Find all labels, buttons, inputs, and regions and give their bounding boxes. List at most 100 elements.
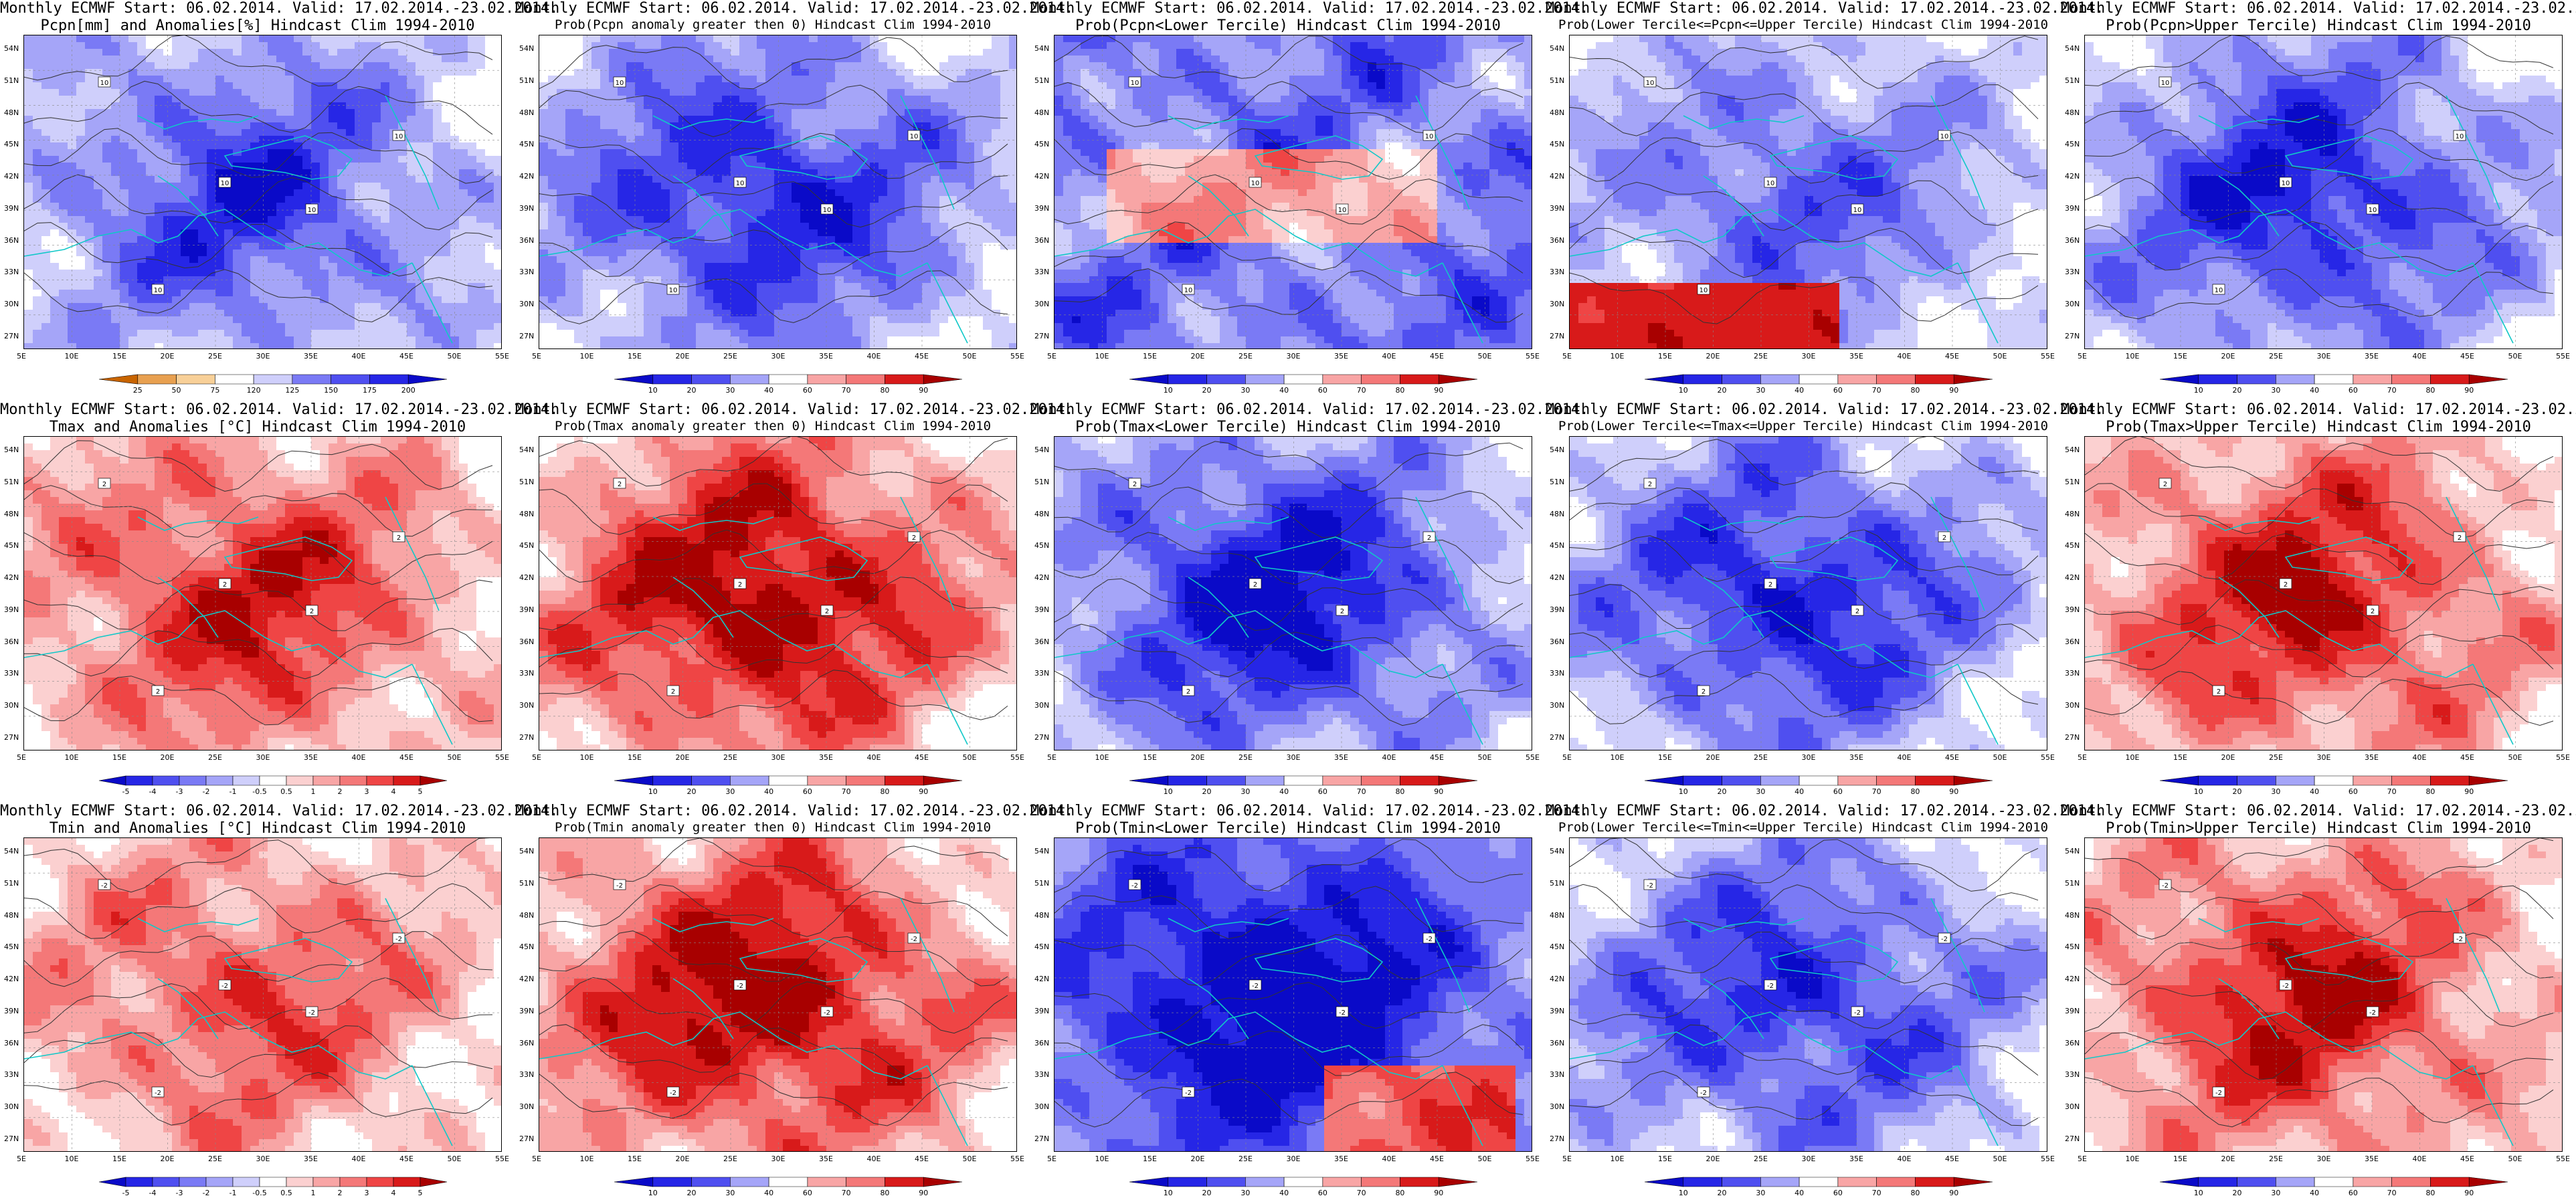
- contour-label: -2: [733, 979, 747, 991]
- svg-text:10: 10: [154, 287, 163, 294]
- contour-label: -2: [2453, 932, 2466, 944]
- lon-tick-label: 20E: [676, 1155, 690, 1163]
- lon-tick-label: 40E: [352, 1155, 366, 1163]
- map-panel-r1c5: Monthly ECMWF Start: 06.02.2014. Valid: …: [2061, 0, 2576, 401]
- contour-label: -2: [1851, 1006, 1864, 1017]
- lon-tick-label: 45E: [1430, 753, 1444, 762]
- colorbar-tick-label: 30: [2271, 787, 2280, 796]
- panel-title-line1: Monthly ECMWF Start: 06.02.2014. Valid: …: [1546, 803, 2104, 819]
- lon-tick-label: 20E: [1706, 753, 1720, 762]
- lat-tick-label: 54N: [4, 445, 19, 454]
- lat-tick-label: 33N: [1034, 1070, 1049, 1079]
- lat-tick-label: 54N: [2065, 44, 2080, 53]
- map-panel-r1c2: Monthly ECMWF Start: 06.02.2014. Valid: …: [515, 0, 1073, 401]
- colorbar-tick-label: 2: [337, 787, 342, 796]
- lon-tick-label: 10E: [2126, 753, 2140, 762]
- map-panel-r3c1: Monthly ECMWF Start: 06.02.2014. Valid: …: [0, 803, 558, 1204]
- lat-tick-label: 48N: [4, 510, 19, 518]
- colorbar: 10 20 30 40 60 70 80 90: [604, 775, 972, 800]
- map-field-svg: 10 10 10 10 10: [1570, 35, 2047, 348]
- lat-tick-label: 30N: [519, 701, 534, 710]
- colorbar: 10 20 30 40 60 70 80 90: [2150, 1177, 2518, 1201]
- lon-tick-label: 10E: [1095, 352, 1109, 361]
- colorbar-tick-label: 70: [2387, 386, 2396, 395]
- contour-label: 2: [1249, 578, 1262, 589]
- forecast-map: -2 -2 -2 -2 -2: [539, 837, 1017, 1152]
- panel-title-line1: Monthly ECMWF Start: 06.02.2014. Valid: …: [1030, 0, 1588, 17]
- lat-tick-label: 30N: [1034, 300, 1049, 308]
- panel-title-line2: Prob(Pcpn>Upper Tercile) Hindcast Clim 1…: [2061, 17, 2576, 34]
- contour-label: 2: [1182, 685, 1195, 696]
- lon-tick-label: 55E: [1526, 1155, 1540, 1163]
- forecast-map: 2 2 2 2 2: [23, 436, 502, 750]
- lat-tick-label: 45N: [2065, 942, 2080, 951]
- lon-tick-label: 15E: [2173, 1155, 2187, 1163]
- lon-tick-label: 10E: [1095, 753, 1109, 762]
- colorbar-tick-label: 20: [2232, 787, 2241, 796]
- forecast-map: 10 10 10 10 10: [1569, 35, 2047, 349]
- lat-tick-label: 42N: [4, 573, 19, 582]
- lat-tick-label: 27N: [4, 733, 19, 742]
- colorbar: 10 20 30 40 60 70 80 90: [604, 374, 972, 399]
- contour-label: -2: [1643, 879, 1657, 890]
- lon-tick-label: 35E: [304, 352, 318, 361]
- colorbar-tick-label: 40: [2310, 1189, 2319, 1197]
- lon-tick-label: 15E: [112, 753, 126, 762]
- colorbar-tick-label: 20: [1717, 1189, 1726, 1197]
- colorbar-tick-label: 40: [1279, 1189, 1289, 1197]
- lat-tick-label: 30N: [2065, 1102, 2080, 1111]
- lat-tick-label: 36N: [1034, 637, 1049, 646]
- contour-label: -2: [613, 879, 626, 890]
- colorbar-tick-label: 60: [2348, 787, 2357, 796]
- colorbar: 10 20 30 40 60 70 80 90: [1635, 374, 2003, 399]
- contour-label: -2: [666, 1086, 680, 1098]
- lat-tick-label: 42N: [1550, 975, 1564, 983]
- lon-tick-label: 15E: [112, 352, 126, 361]
- lon-tick-label: 10E: [2126, 1155, 2140, 1163]
- lat-tick-label: 36N: [4, 637, 19, 646]
- colorbar-tick-label: 60: [1317, 1189, 1327, 1197]
- colorbar-tick-label: 40: [764, 1189, 773, 1197]
- lon-tick-label: 20E: [2221, 352, 2235, 361]
- lat-tick-label: 48N: [2065, 108, 2080, 117]
- lon-tick-label: 40E: [1382, 352, 1396, 361]
- lon-tick-label: 55E: [1010, 1155, 1024, 1163]
- contour-label: 2: [305, 605, 318, 616]
- lat-tick-label: 51N: [1550, 879, 1564, 888]
- contour-label: 2: [2212, 685, 2225, 696]
- colorbar-tick-label: 200: [401, 386, 415, 395]
- lat-tick-label: 36N: [4, 1039, 19, 1047]
- contour-label: 10: [2366, 203, 2379, 215]
- map-field-svg: 2 2 2 2 2: [1054, 437, 1532, 750]
- colorbar-tick-label: 80: [1910, 787, 1920, 796]
- colorbar-tick-label: 10: [1678, 1189, 1687, 1197]
- lat-tick-label: 30N: [519, 300, 534, 308]
- lon-tick-label: 20E: [161, 753, 175, 762]
- colorbar-tick-label: 90: [1434, 386, 1443, 395]
- map-field-svg: 2 2 2 2 2: [1570, 437, 2047, 750]
- colorbar-tick-label: 120: [246, 386, 260, 395]
- lon-tick-label: 55E: [1526, 753, 1540, 762]
- lon-tick-label: 25E: [208, 352, 222, 361]
- lon-tick-label: 5E: [1562, 352, 1572, 361]
- colorbar-tick-label: 10: [2193, 386, 2203, 395]
- colorbar-tick-label: 60: [802, 1189, 812, 1197]
- forecast-map: 10 10 10 10 10: [2084, 35, 2563, 349]
- contour-label: 2: [613, 478, 626, 489]
- lat-tick-label: 39N: [519, 204, 534, 213]
- lon-tick-label: 25E: [723, 352, 737, 361]
- colorbar-tick-label: 30: [725, 1189, 735, 1197]
- contour-label: 2: [2366, 605, 2379, 616]
- colorbar-tick-label: 90: [1434, 787, 1443, 796]
- lat-tick-label: 36N: [2065, 637, 2080, 646]
- colorbar-tick-label: 0.5: [280, 787, 292, 796]
- lon-tick-label: 40E: [867, 352, 881, 361]
- colorbar-tick-label: 30: [2271, 1189, 2280, 1197]
- colorbar-tick-label: 40: [1795, 1189, 1804, 1197]
- lat-tick-label: 45N: [2065, 140, 2080, 148]
- lon-tick-label: 50E: [1993, 1155, 2007, 1163]
- lat-tick-label: 54N: [1550, 445, 1564, 454]
- lon-tick-label: 10E: [65, 753, 79, 762]
- lon-tick-label: 50E: [448, 753, 462, 762]
- lon-tick-label: 55E: [2556, 753, 2570, 762]
